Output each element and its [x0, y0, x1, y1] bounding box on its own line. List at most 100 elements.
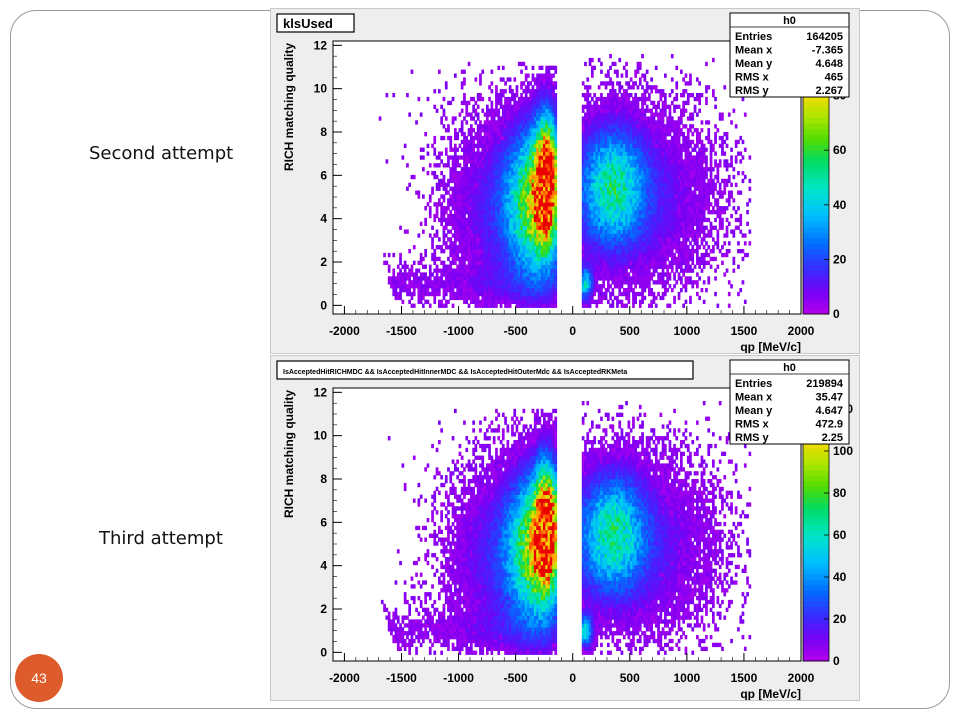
heatmap-bin — [597, 163, 601, 168]
heatmap-bin — [641, 159, 644, 164]
heatmap-bin — [529, 155, 532, 160]
heatmap-bin — [586, 96, 590, 102]
heatmap-bin — [511, 249, 514, 254]
heatmap-bin — [547, 108, 551, 113]
heatmap-bin — [581, 210, 585, 215]
heatmap-bin — [511, 280, 514, 285]
heatmap-bin — [490, 268, 494, 273]
heatmap-bin — [511, 190, 514, 195]
heatmap-bin — [486, 233, 489, 238]
heatmap-bin — [517, 272, 521, 277]
heatmap-bin — [607, 221, 610, 226]
heatmap-bin — [499, 210, 503, 215]
heatmap-bin — [463, 291, 466, 297]
heatmap-bin — [456, 264, 459, 269]
heatmap-bin — [611, 288, 615, 293]
heatmap-bin — [435, 268, 439, 273]
heatmap-bin — [447, 163, 450, 168]
heatmap-bin — [479, 171, 482, 176]
heatmap-bin — [458, 206, 462, 211]
heatmap-bin — [638, 171, 642, 176]
heatmap-bin — [622, 163, 626, 168]
heatmap-bin — [465, 155, 469, 160]
heatmap-bin — [486, 112, 489, 117]
heatmap-bin — [654, 190, 658, 195]
heatmap-bin — [586, 268, 590, 273]
heatmap-bin — [511, 202, 514, 207]
heatmap-bin — [611, 252, 615, 258]
heatmap-bin — [659, 108, 663, 113]
heatmap-bin — [670, 174, 674, 180]
heatmap-bin — [604, 96, 608, 102]
heatmap-bin — [549, 171, 553, 176]
heatmap-bin — [588, 143, 592, 148]
heatmap-bin — [470, 171, 473, 176]
heatmap-bin — [419, 276, 423, 281]
heatmap-bin — [666, 249, 669, 254]
heatmap-bin — [479, 163, 482, 168]
heatmap-bin — [501, 194, 505, 199]
heatmap-bin — [470, 96, 473, 102]
heatmap-bin — [495, 272, 498, 277]
heatmap-bin — [549, 186, 553, 191]
heatmap-bin — [501, 135, 505, 141]
heatmap-bin — [486, 116, 489, 121]
heatmap-bin — [668, 178, 672, 184]
heatmap-bin — [517, 139, 521, 145]
heatmap-bin — [604, 288, 608, 293]
heatmap-bin — [492, 155, 496, 160]
heatmap-bin — [435, 256, 439, 262]
heatmap-bin — [479, 225, 482, 230]
heatmap-bin — [611, 93, 615, 98]
heatmap-bin — [419, 147, 423, 152]
heatmap-bin — [533, 135, 537, 141]
heatmap-bin — [533, 295, 537, 301]
heatmap-bin — [483, 120, 487, 125]
heatmap-bin — [399, 268, 402, 273]
heatmap-bin — [533, 120, 537, 125]
heatmap-bin — [616, 128, 619, 133]
heatmap-bin — [547, 295, 551, 301]
heatmap-bin — [543, 190, 546, 195]
heatmap-bin — [634, 299, 637, 304]
heatmap-bin — [588, 295, 592, 301]
heatmap-bin — [552, 206, 555, 211]
heatmap-bin — [396, 264, 400, 269]
heatmap-bin — [467, 112, 471, 117]
heatmap-bin — [508, 194, 512, 199]
heatmap-bin — [600, 213, 603, 219]
heatmap-bin — [536, 120, 539, 125]
heatmap-bin — [417, 280, 421, 285]
heatmap-bin — [602, 100, 606, 106]
heatmap-bin — [463, 143, 466, 148]
heatmap-bin — [638, 147, 642, 152]
heatmap-bin — [533, 171, 537, 176]
heatmap-bin — [481, 264, 485, 269]
heatmap-bin — [486, 186, 489, 191]
heatmap-bin — [670, 202, 674, 207]
heatmap-bin — [481, 190, 485, 195]
heatmap-bin — [474, 268, 478, 273]
heatmap-bin — [549, 151, 553, 156]
heatmap-bin — [463, 151, 466, 156]
heatmap-bin — [595, 210, 599, 215]
heatmap-bin — [657, 112, 660, 117]
heatmap-bin — [634, 108, 637, 113]
heatmap-bin — [531, 155, 535, 160]
heatmap-bin — [586, 272, 590, 277]
heatmap-bin — [522, 256, 526, 262]
heatmap-bin — [435, 186, 439, 191]
heatmap-bin — [454, 249, 457, 254]
heatmap-bin — [517, 147, 521, 152]
heatmap-bin — [536, 81, 539, 86]
heatmap-bin — [479, 260, 482, 265]
heatmap-bin — [483, 264, 487, 269]
heatmap-bin — [488, 264, 491, 269]
heatmap-bin — [488, 163, 491, 168]
heatmap-bin — [517, 128, 521, 133]
heatmap-bin — [540, 135, 544, 141]
heatmap-bin — [586, 206, 590, 211]
heatmap-bin — [536, 280, 539, 285]
heatmap-bin — [620, 120, 624, 125]
heatmap-bin — [495, 241, 498, 246]
